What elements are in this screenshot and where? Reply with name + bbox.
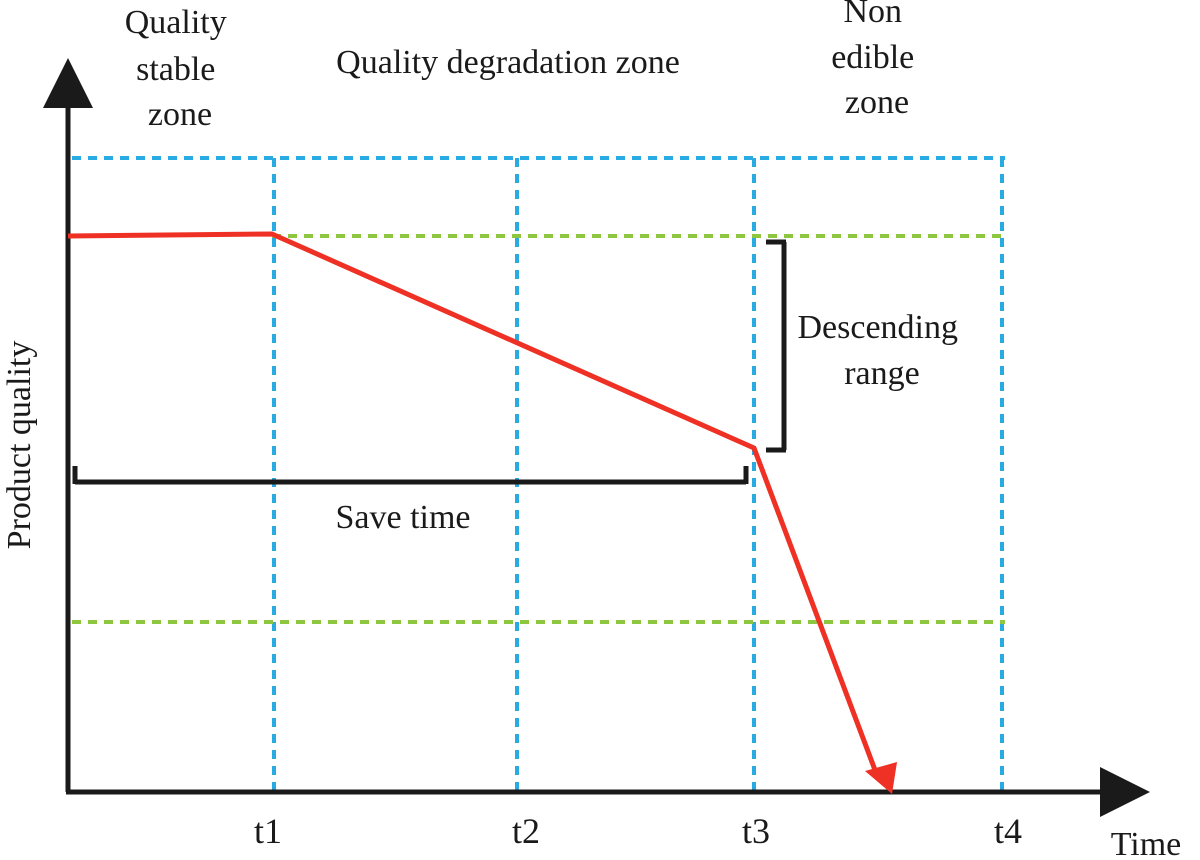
x-axis-title: Time — [1111, 826, 1182, 860]
tick-label-t1: t1 — [254, 811, 282, 851]
save-time-label: Save time — [335, 499, 470, 536]
non-edible-zone-label: Non edible zone — [831, 0, 923, 121]
save-time-bracket — [72, 466, 749, 485]
y-axis-title: Product quality — [1, 341, 38, 550]
stable-zone-label: Quality stable zone — [125, 4, 235, 133]
zone-boundary-grid — [72, 156, 1005, 790]
quality-thresholds — [72, 234, 1005, 624]
quality-curve — [67, 231, 897, 794]
tick-label-t3: t3 — [742, 811, 770, 851]
quality-drop-arrowhead — [865, 762, 897, 794]
tick-label-t2: t2 — [512, 811, 540, 851]
quality-line — [67, 231, 878, 771]
descending-range-bracket — [766, 239, 787, 453]
tick-label-t4: t4 — [994, 811, 1022, 851]
degradation-zone-label: Quality degradation zone — [336, 44, 680, 81]
descending-range-label: Descending range — [797, 309, 966, 392]
axes — [43, 58, 1150, 817]
